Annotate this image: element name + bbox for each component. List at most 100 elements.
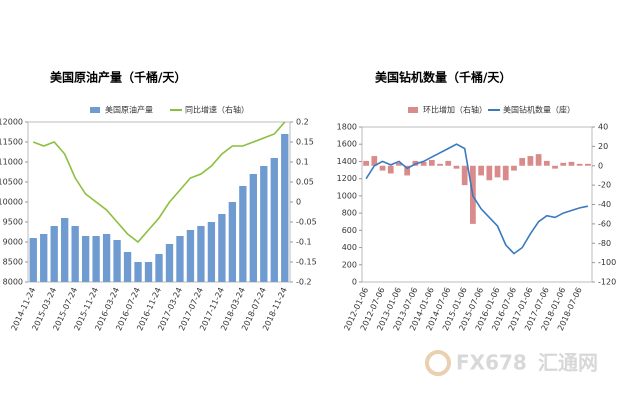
- y-tick-label: 9000: [3, 238, 23, 247]
- bar: [461, 165, 468, 186]
- y2-tick-label: -80: [598, 239, 611, 248]
- watermark-brand: FX678: [456, 351, 527, 375]
- bar: [197, 226, 205, 282]
- y2-tick-label: -100: [598, 258, 616, 267]
- chart-title: 美国钻机数量（千桶/天）: [375, 70, 511, 85]
- bar: [404, 165, 411, 176]
- bar: [519, 158, 526, 166]
- y-tick-label: 1400: [337, 157, 357, 166]
- bar: [494, 165, 501, 178]
- bar: [502, 165, 509, 181]
- bar: [218, 214, 226, 282]
- legend-swatch: [408, 107, 418, 113]
- y2-tick-label: -0.2: [296, 278, 312, 287]
- y2-tick-label: 0: [296, 198, 301, 207]
- bar: [207, 222, 216, 282]
- watermark-name: 汇通网: [538, 351, 598, 375]
- bar: [527, 156, 534, 166]
- bar: [29, 238, 37, 282]
- y2-tick-label: -60: [598, 219, 611, 228]
- bar: [486, 165, 493, 181]
- y2-tick-label: -0.1: [296, 238, 312, 247]
- bar: [249, 174, 257, 282]
- bar: [61, 218, 69, 282]
- y2-tick-label: 0.15: [296, 138, 314, 147]
- y-tick-label: 11000: [0, 158, 23, 167]
- y2-tick-label: -0.05: [296, 218, 317, 227]
- legend-label: 环比增加（右轴）: [423, 105, 487, 115]
- y-tick-label: 8000: [3, 278, 23, 287]
- bar: [81, 236, 90, 282]
- y2-tick-label: 0.2: [296, 118, 309, 127]
- y-tick-label: 12000: [0, 118, 23, 127]
- bar: [144, 262, 153, 282]
- legend-label: 美国钻机数量（座）: [503, 105, 575, 115]
- bar: [478, 165, 484, 176]
- y-tick-label: 1000: [337, 191, 357, 200]
- watermark-icon: [425, 350, 451, 376]
- y-tick-label: 400: [342, 243, 357, 252]
- line: [365, 143, 589, 255]
- bar: [552, 165, 558, 169]
- y-tick-label: 800: [342, 209, 357, 218]
- y2-tick-label: -20: [598, 181, 611, 190]
- bar: [102, 234, 111, 282]
- bar: [176, 236, 184, 282]
- bar: [50, 226, 58, 282]
- y-tick-label: 200: [342, 260, 357, 269]
- y-tick-label: 600: [342, 226, 357, 235]
- y2-tick-label: -40: [598, 200, 611, 209]
- y2-tick-label: -120: [598, 278, 616, 287]
- plot-frame: [361, 126, 593, 283]
- bar: [363, 160, 369, 166]
- bar: [92, 236, 100, 282]
- legend-label: 美国原油产量: [105, 105, 153, 115]
- bar: [281, 134, 289, 282]
- y2-tick-label: 0.1: [296, 158, 309, 167]
- bar: [420, 161, 427, 166]
- bar: [437, 163, 443, 166]
- bar: [543, 160, 550, 166]
- y2-tick-label: -0.15: [296, 258, 317, 267]
- y-tick-label: 9500: [3, 218, 23, 227]
- y2-tick-label: 20: [598, 142, 608, 151]
- bar: [165, 244, 174, 282]
- y2-tick-label: 0.05: [296, 178, 314, 187]
- y2-tick-label: 0: [598, 161, 603, 170]
- y-tick-label: 10500: [0, 178, 23, 187]
- bar: [396, 162, 402, 166]
- bar: [186, 230, 195, 282]
- legend-swatch: [90, 107, 100, 113]
- bar: [453, 165, 460, 169]
- bar: [387, 165, 394, 174]
- chart-title: 美国原油产量（千桶/天）: [50, 70, 186, 85]
- bar: [239, 186, 247, 282]
- y-tick-label: 1200: [337, 174, 357, 183]
- bar: [568, 161, 575, 166]
- y-tick-label: 1600: [337, 140, 357, 149]
- bar: [123, 252, 132, 282]
- bar: [371, 156, 378, 166]
- bar: [535, 154, 542, 166]
- y2-tick-label: 40: [598, 123, 608, 132]
- y-tick-label: 8500: [3, 258, 23, 267]
- bar: [71, 226, 79, 282]
- y-tick-label: 10000: [0, 198, 23, 207]
- bar: [379, 165, 386, 171]
- bar: [576, 163, 583, 166]
- bar: [560, 162, 567, 166]
- bar: [260, 166, 268, 282]
- bar: [113, 240, 121, 282]
- legend-label: 同比增速（右轴）: [185, 105, 249, 115]
- bar: [228, 202, 237, 282]
- bar: [511, 165, 517, 171]
- bar: [445, 160, 452, 166]
- y-tick-label: 0: [352, 278, 357, 287]
- bar: [428, 159, 435, 166]
- bar: [155, 254, 163, 282]
- y-tick-label: 11500: [0, 138, 23, 147]
- y-tick-label: 1800: [337, 123, 357, 132]
- bar: [134, 262, 142, 282]
